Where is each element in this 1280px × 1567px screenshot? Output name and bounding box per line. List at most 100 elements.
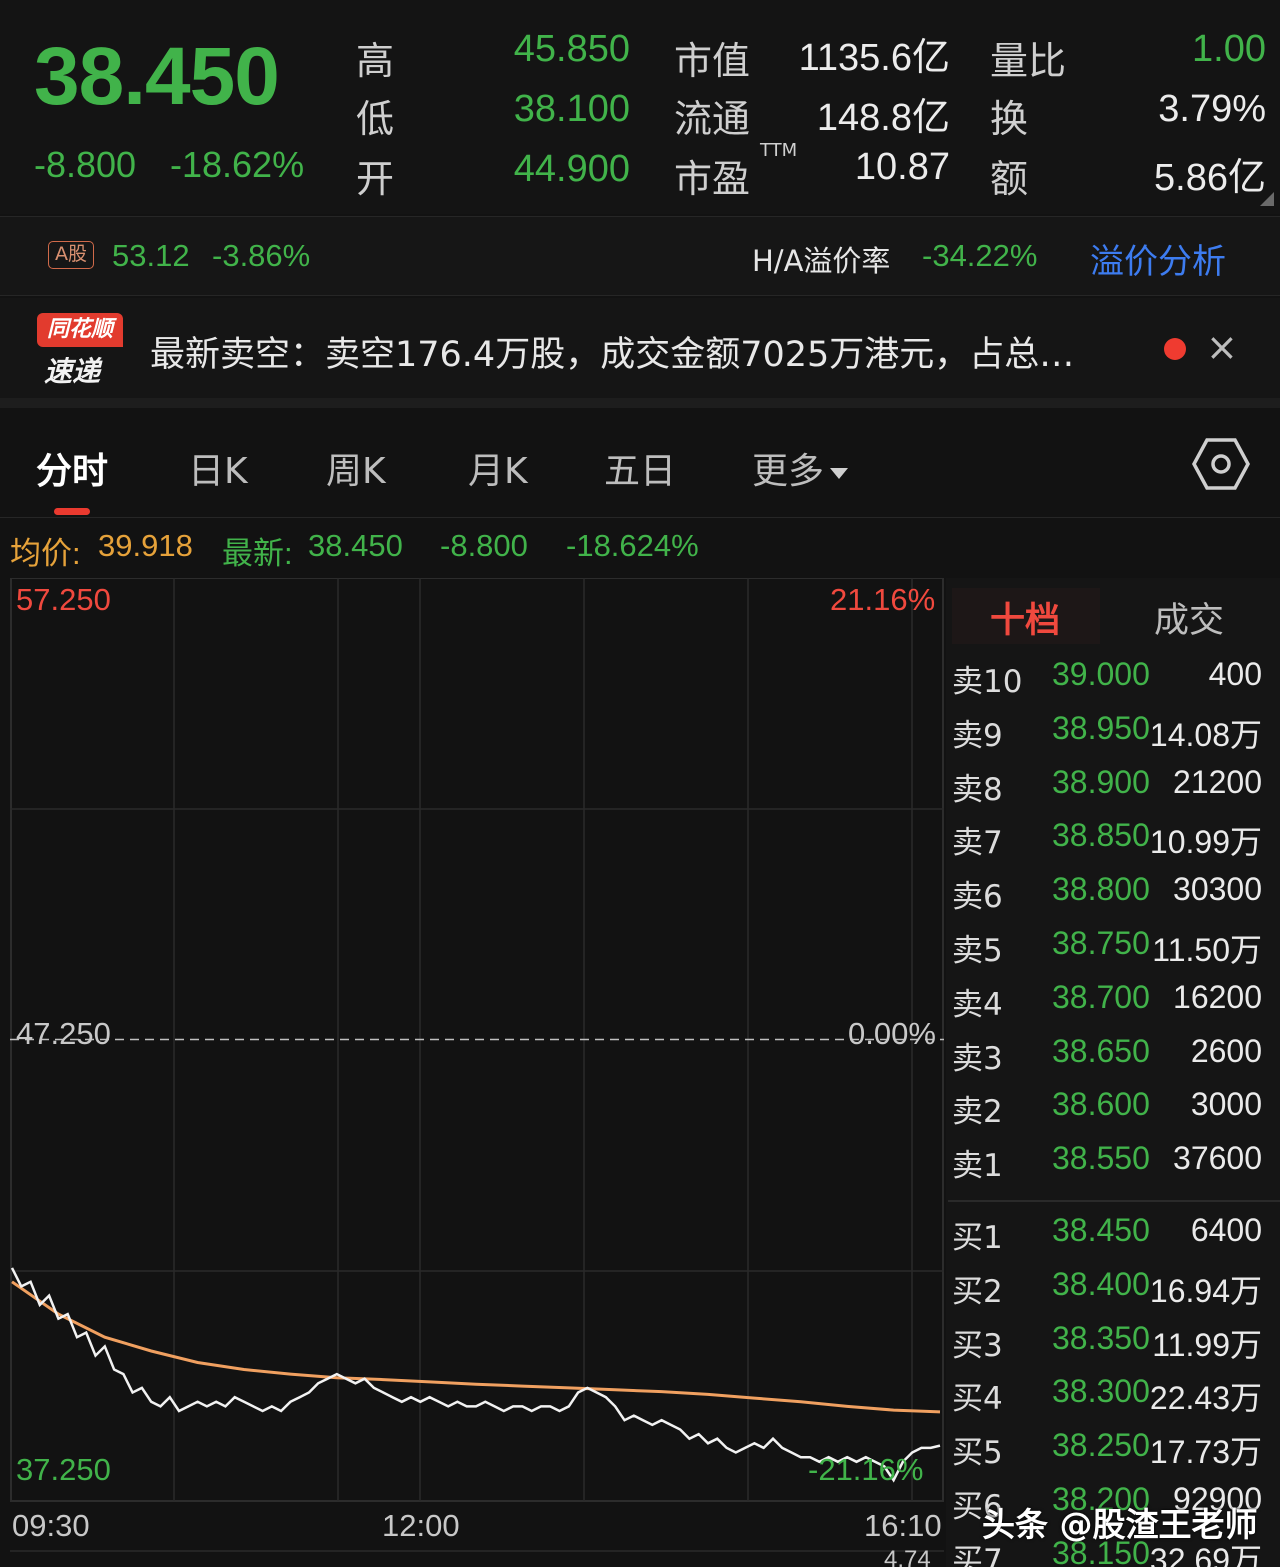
ashare-row[interactable]: [0, 216, 1280, 296]
bid-level-volume: 16.94万: [1149, 1272, 1262, 1309]
ths-logo-top: 同花顺: [37, 313, 123, 347]
premium-value: -34.22%: [922, 238, 1038, 273]
order-book: [946, 578, 1280, 1567]
ask-level-volume: 10.99万: [1149, 824, 1262, 861]
price-line: [10, 1267, 941, 1483]
price-change-pct: -18.62%: [170, 144, 305, 185]
pe-ttm-superscript: TTM: [760, 140, 798, 161]
bid-level-price: 38.200: [1052, 1481, 1150, 1517]
chart-tabs: [0, 408, 1280, 518]
x-axis-label-open: 09:30: [12, 1508, 90, 1543]
unread-dot-icon: [1164, 338, 1186, 360]
ask-level-price: 38.750: [1052, 925, 1150, 961]
bid-level-label: 买1: [952, 1220, 1003, 1256]
pe-value: 10.87: [854, 146, 950, 188]
tab-more[interactable]: 更多: [752, 442, 849, 494]
ask-level-volume: 3000: [1190, 1086, 1262, 1123]
avg-price-value: 39.918: [98, 528, 193, 563]
premium-analysis-link[interactable]: 溢价分析: [1090, 242, 1226, 282]
float-value: 148.8亿: [816, 97, 950, 139]
volratio-value: 1.00: [1192, 28, 1266, 70]
tab-weekly-k[interactable]: 周K: [326, 451, 386, 492]
pct-axis-mid-label: 0.00%: [848, 1016, 936, 1051]
premium-label: H/A溢价率: [752, 244, 891, 278]
watermark: 头条 @股渣王老师: [982, 1505, 1258, 1544]
ask-level-price: 38.600: [1052, 1086, 1150, 1123]
latest-change: -8.800: [440, 528, 528, 563]
bid-level-label: 买5: [952, 1435, 1003, 1472]
ask-level-volume: 21200: [1173, 763, 1262, 800]
bid-level-price: 38.400: [1052, 1265, 1150, 1302]
bid-level-volume: 11.99万: [1152, 1326, 1262, 1363]
latest-label: 最新:: [222, 536, 293, 571]
tab-daily-k[interactable]: 日K: [188, 451, 248, 492]
high-value: 45.850: [513, 28, 630, 70]
ask-level-label: 卖8: [952, 771, 1003, 808]
ashare-change-pct: -3.86%: [212, 238, 311, 273]
price-change: -8.800: [34, 144, 137, 185]
ask-level-label: 卖9: [952, 717, 1003, 754]
float-label: 流通: [674, 97, 751, 141]
ask-level-volume: 2600: [1190, 1032, 1262, 1069]
bid-level-price: 38.250: [1052, 1427, 1150, 1464]
ask-level-volume: 11.50万: [1152, 932, 1262, 968]
bid-level-price: 38.450: [1052, 1212, 1150, 1248]
chevron-down-icon: [830, 467, 849, 479]
tab-intraday[interactable]: 分时: [36, 451, 109, 492]
ask-level-volume: 400: [1208, 656, 1262, 692]
bid-level-price: 38.150: [1052, 1534, 1150, 1567]
tab-more-label: 更多: [752, 451, 825, 492]
bid-level-label: 买3: [952, 1327, 1003, 1364]
ask-level-price: 38.900: [1052, 763, 1150, 800]
tab-five-day[interactable]: 五日: [604, 451, 677, 492]
bid-level-volume: 17.73万: [1149, 1434, 1262, 1471]
ask-level-label: 卖2: [952, 1094, 1003, 1131]
bid-level-volume: 32.69万: [1149, 1541, 1262, 1567]
y-axis-bottom-label: 37.250: [16, 1452, 111, 1487]
ask-level-volume: 30300: [1173, 871, 1262, 908]
bid-level-volume: 92900: [1173, 1481, 1262, 1517]
news-headline[interactable]: 最新卖空：卖空176.4万股，成交金额7025万港元，占总…: [150, 335, 1075, 375]
mktcap-value: 1135.6亿: [798, 37, 950, 79]
mktcap-label: 市值: [674, 39, 751, 83]
ask-level-label: 卖7: [952, 825, 1003, 862]
bid-level-volume: 22.43万: [1149, 1380, 1262, 1417]
high-label: 高: [356, 39, 395, 83]
avg-price-label: 均价:: [10, 536, 81, 571]
open-value: 44.900: [513, 148, 630, 190]
ask-level-price: 39.000: [1052, 656, 1150, 692]
ask-level-volume: 14.08万: [1149, 716, 1262, 753]
expand-corner-icon[interactable]: [1260, 192, 1274, 206]
pct-axis-top-label: 21.16%: [830, 582, 936, 617]
y-axis-mid-label: 47.250: [16, 1016, 111, 1051]
hexagon-gear-icon[interactable]: [1192, 436, 1250, 492]
avg-price-line: [11, 1280, 941, 1414]
ask-level-price: 38.950: [1052, 709, 1150, 746]
bid-level-label: 买4: [952, 1381, 1003, 1418]
ask-level-label: 卖6: [952, 879, 1003, 916]
intraday-chart[interactable]: [10, 578, 944, 1567]
active-book-tab-bg: [952, 588, 1100, 644]
low-label: 低: [356, 97, 395, 141]
bid-level-price: 38.300: [1052, 1373, 1150, 1410]
bid-level-label: 买2: [952, 1273, 1003, 1310]
ask-level-price: 38.800: [1052, 871, 1150, 908]
ask-level-volume: 37600: [1173, 1140, 1262, 1177]
ask-level-price: 38.850: [1052, 817, 1150, 854]
ask-level-volume: 16200: [1173, 978, 1262, 1015]
y-axis-top-label: 57.250: [16, 582, 111, 617]
ask-level-price: 38.700: [1052, 978, 1150, 1015]
tab-monthly-k[interactable]: 月K: [468, 451, 528, 492]
volume-axis-label: 4.74: [884, 1546, 931, 1567]
bid-level-price: 38.350: [1052, 1319, 1150, 1356]
close-icon[interactable]: ×: [1206, 325, 1238, 369]
news-strip[interactable]: [0, 298, 1280, 398]
pe-label: 市盈: [674, 157, 751, 201]
chart-grid: [10, 578, 944, 1552]
tab-ten-levels[interactable]: 十档: [990, 601, 1061, 641]
tab-trades[interactable]: 成交: [1154, 601, 1225, 641]
ask-level-price: 38.550: [1052, 1140, 1150, 1177]
x-axis-label-close: 16:10: [864, 1508, 942, 1543]
ask-level-label: 卖1: [952, 1148, 1003, 1185]
low-value: 38.100: [513, 88, 630, 130]
